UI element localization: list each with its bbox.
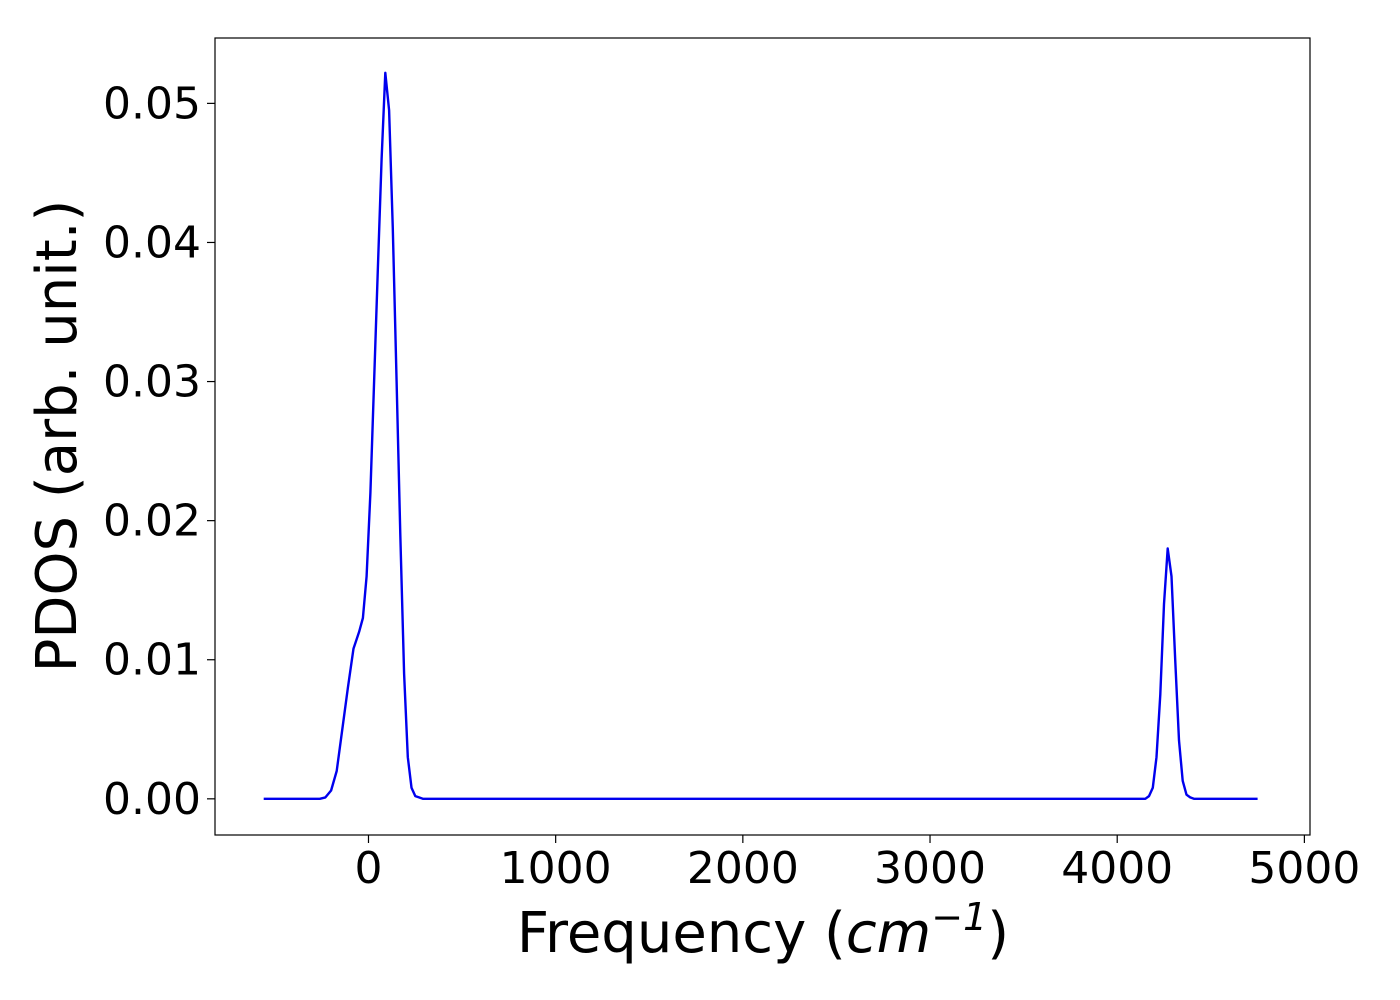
x-tick-label: 5000 [1248,843,1360,894]
y-axis-ticks: 0.00 0.01 0.02 0.03 0.04 0.05 [103,78,215,825]
x-axis-label-suffix: ) [987,901,1009,966]
x-tick-label: 3000 [874,843,986,894]
x-axis-ticks: 0 1000 2000 3000 4000 5000 [354,835,1360,894]
y-tick-label: 0.01 [103,635,201,686]
x-tick-label: 1000 [500,843,612,894]
y-tick-label: 0.04 [103,217,201,268]
x-axis-label-exponent: −1 [931,895,987,939]
y-tick-label: 0.02 [103,496,201,547]
x-axis-label-unit: cm [846,901,931,966]
y-axis-label: PDOS (arb. unit.) [25,200,90,673]
pdos-series-line [263,71,1258,800]
x-tick-label: 4000 [1061,843,1173,894]
x-tick-label: 2000 [687,843,799,894]
y-tick-label: 0.05 [103,78,201,129]
plot-frame [214,37,1311,836]
y-tick-label: 0.03 [103,357,201,408]
y-tick-label: 0.00 [103,774,201,825]
x-tick-label: 0 [354,843,382,894]
x-axis-label: Frequency (cm−1) [517,895,1009,966]
series-layer [263,71,1258,800]
x-axis-label-prefix: Frequency ( [517,901,846,966]
